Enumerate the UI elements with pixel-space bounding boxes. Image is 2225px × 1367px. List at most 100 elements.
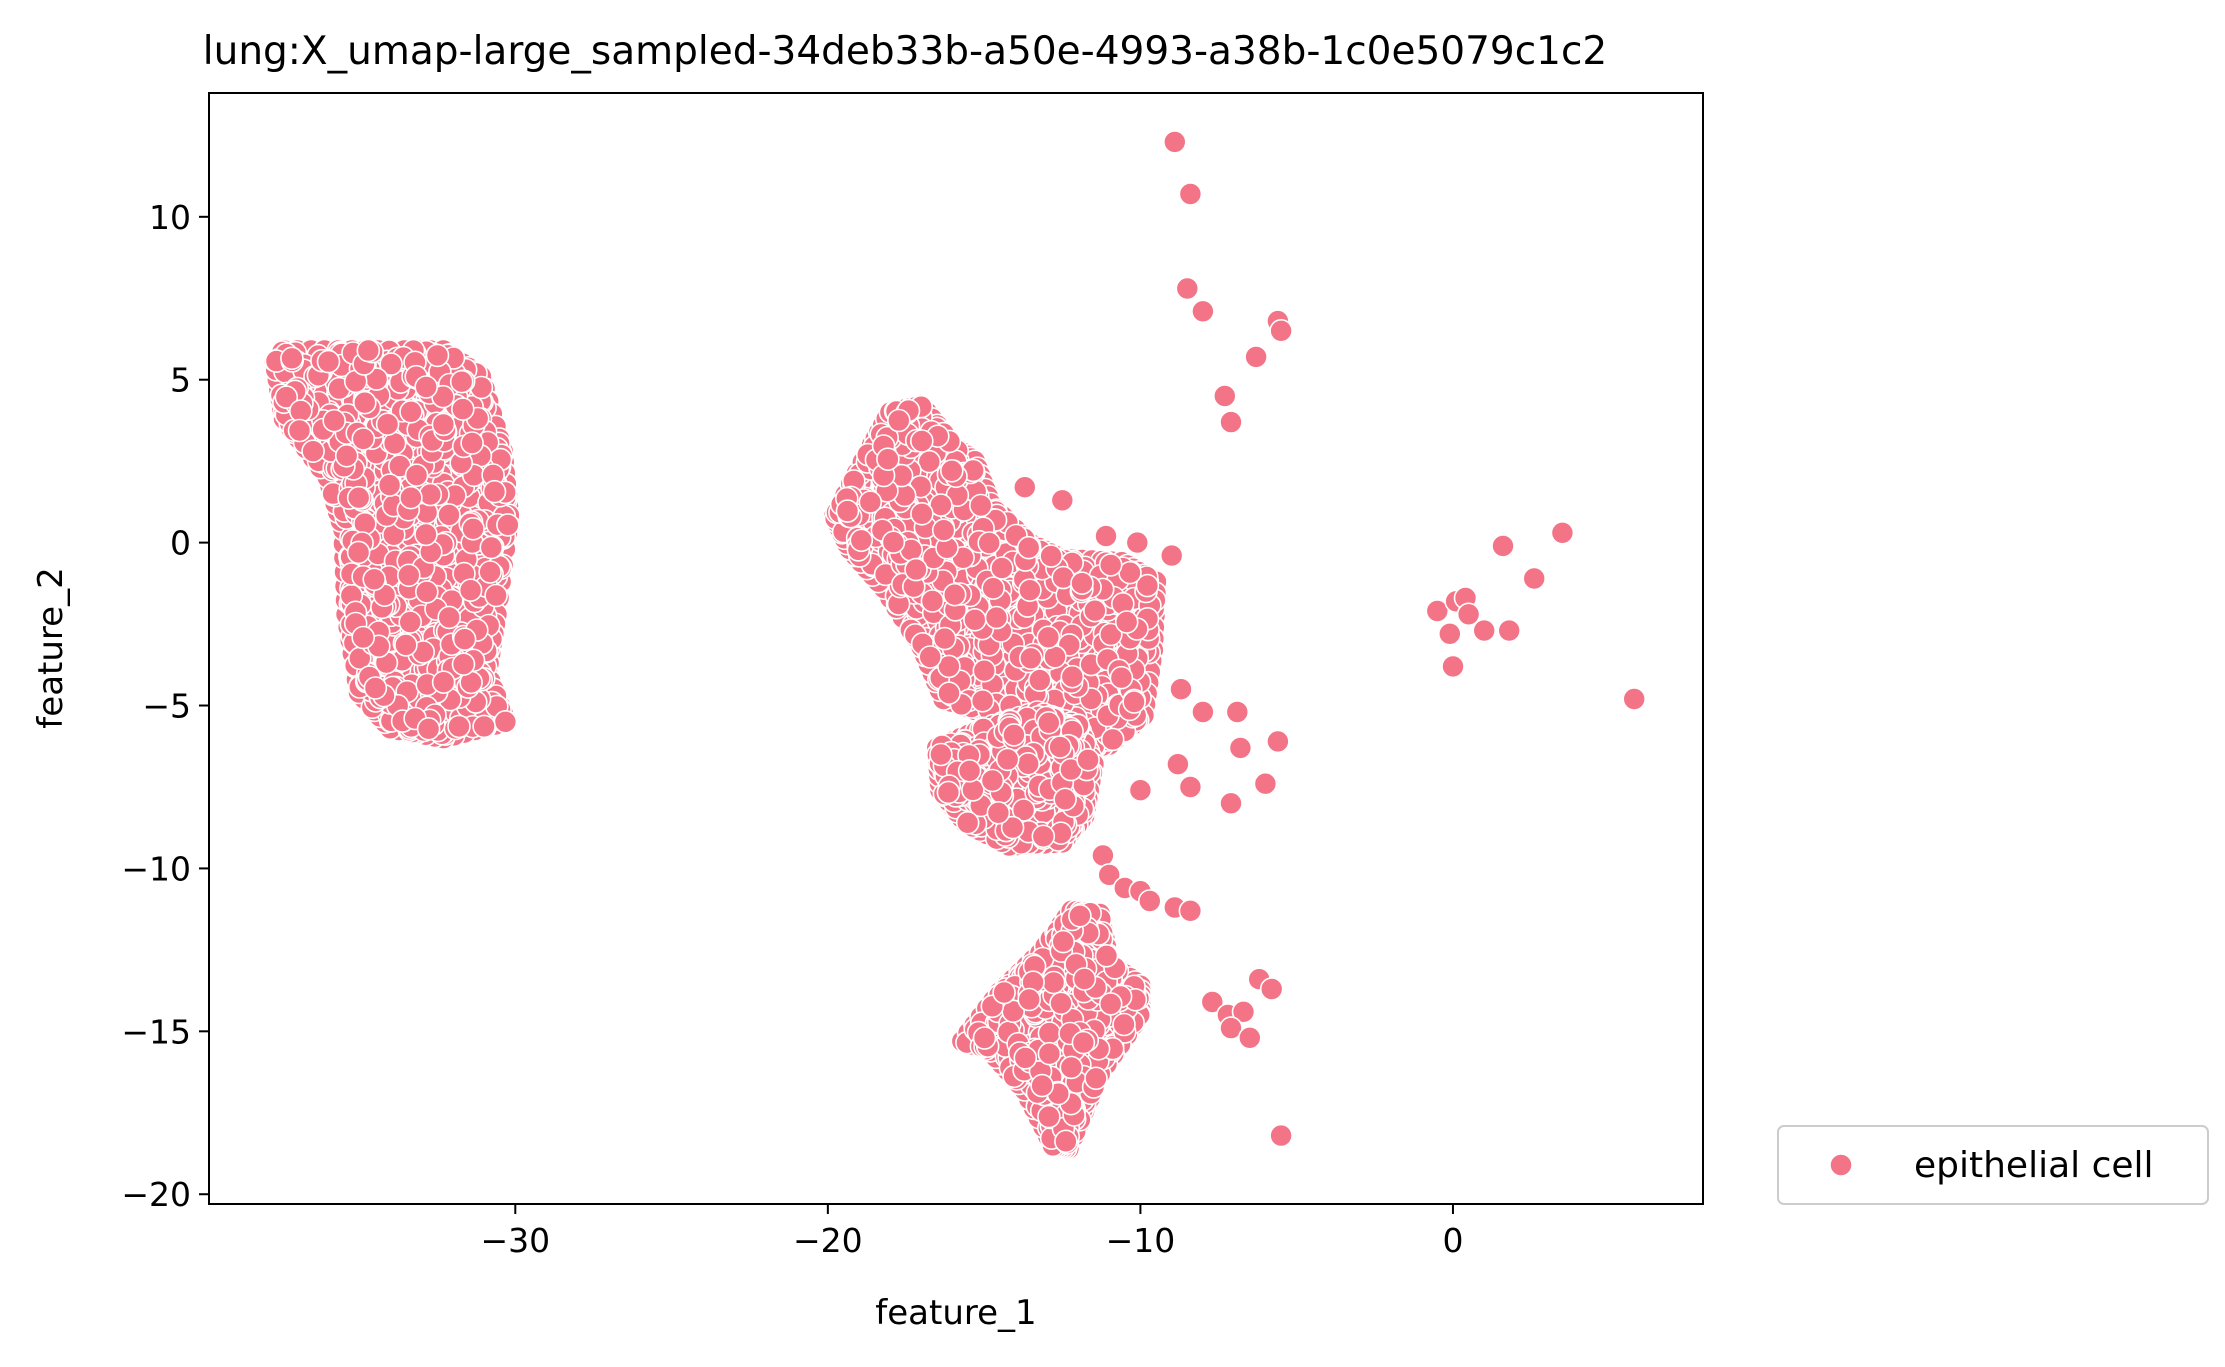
cluster-4-point [1054, 1129, 1078, 1154]
data-point [1175, 276, 1200, 301]
cluster-2-point [849, 528, 874, 553]
cluster-2-point [937, 681, 961, 706]
cluster-1-point [482, 479, 507, 504]
cluster-1-point [379, 352, 403, 376]
cluster-1-point [478, 560, 502, 584]
cluster-2-point [1122, 690, 1146, 714]
cluster-1-point [346, 540, 371, 565]
cluster-1-point [431, 412, 456, 437]
cluster-1-point [447, 714, 471, 739]
cluster-4-point [1084, 1066, 1108, 1091]
x-tick-label: −30 [480, 1221, 550, 1260]
cluster-1-point [451, 652, 476, 677]
cluster-1-point [458, 578, 483, 603]
cluster-1-point [449, 369, 474, 394]
x-tick-label: −20 [793, 1221, 863, 1260]
cluster-1-point [375, 412, 400, 437]
data-point [1191, 700, 1215, 724]
data-point [1178, 775, 1203, 799]
cluster-1-point [414, 522, 438, 547]
cluster-4-point [1068, 903, 1092, 928]
data-point [1050, 488, 1075, 513]
cluster-3-point [980, 768, 1005, 793]
cluster-1-point [356, 338, 381, 363]
cluster-1-point [280, 346, 304, 371]
y-tick-label: 0 [170, 524, 191, 563]
cluster-1-point [351, 427, 376, 451]
cluster-2-point [1016, 535, 1041, 560]
cluster-2-point [1039, 544, 1063, 568]
cluster-2-point [931, 518, 956, 543]
cluster-1-point [414, 580, 439, 604]
cluster-4-point [1072, 967, 1097, 991]
cluster-1-point [452, 627, 477, 652]
cluster-4-point [1037, 1021, 1062, 1045]
data-point [1178, 182, 1203, 206]
data-point [1219, 410, 1243, 434]
cluster-1-point [484, 583, 508, 608]
x-tick-label: −10 [1106, 1221, 1176, 1260]
cluster-1-point [394, 633, 418, 657]
y-tick-label: −20 [121, 1175, 191, 1214]
data-point [1128, 778, 1153, 803]
cluster-2-point [886, 408, 911, 433]
cluster-2-point [963, 607, 987, 632]
cluster-1-point [418, 482, 443, 507]
cluster-4-point [972, 1026, 997, 1050]
data-point [1178, 898, 1203, 923]
cluster-2-point [984, 605, 1009, 630]
cluster-1-point [414, 375, 439, 399]
data-point [1269, 1123, 1293, 1148]
cluster-2-point [981, 576, 1006, 601]
cluster-4-point [1112, 1012, 1136, 1037]
cluster-1-point [351, 625, 376, 650]
cluster-1-point [493, 709, 518, 734]
cluster-1-point [437, 605, 462, 630]
cluster-4-point [1059, 1055, 1084, 1080]
cluster-1-point [322, 408, 347, 433]
cluster-3-point [1037, 710, 1061, 735]
cluster-1-point [352, 390, 377, 415]
cluster-1-point [274, 385, 299, 409]
cluster-3-point [961, 778, 985, 802]
data-point [1166, 752, 1190, 777]
cluster-3-point [1016, 751, 1040, 776]
data-point [1228, 736, 1253, 760]
data-point [1125, 530, 1150, 555]
cluster-4-point [1098, 992, 1123, 1016]
cluster-1-point [346, 485, 371, 510]
data-point [1225, 700, 1250, 724]
cluster-2-point [1028, 668, 1052, 692]
y-tick-label: −5 [142, 687, 191, 726]
data-point [1441, 654, 1465, 679]
cluster-2-point [881, 530, 906, 555]
cluster-2-point [932, 626, 957, 651]
x-axis-label: feature_1 [875, 1293, 1036, 1333]
cluster-2-point [910, 501, 934, 526]
cluster-4-point [1037, 1104, 1061, 1129]
cluster-2-point [968, 493, 993, 518]
cluster-2-point [1060, 664, 1085, 689]
cluster-3-point [1048, 735, 1072, 759]
cluster-1-point [450, 397, 475, 421]
data-point [1213, 384, 1237, 408]
cluster-3-point [986, 800, 1011, 825]
cluster-4-point [1049, 991, 1073, 1016]
cluster-2-point [1114, 610, 1139, 634]
data-point [1253, 771, 1278, 796]
data-point [1169, 677, 1193, 702]
cluster-1-point [431, 670, 456, 695]
cluster-1-point [287, 418, 312, 443]
legend: epithelial cell [1777, 1125, 2209, 1205]
legend-label-epithelial-cell: epithelial cell [1914, 1145, 2154, 1186]
data-point [1244, 345, 1268, 369]
data-point [1438, 621, 1462, 646]
cluster-3-point [957, 758, 982, 783]
cluster-1-point [362, 567, 387, 592]
cluster-2-point [939, 458, 964, 483]
cluster-2-point [1018, 578, 1042, 603]
cluster-2-point [904, 557, 928, 582]
cluster-1-point [460, 431, 484, 455]
